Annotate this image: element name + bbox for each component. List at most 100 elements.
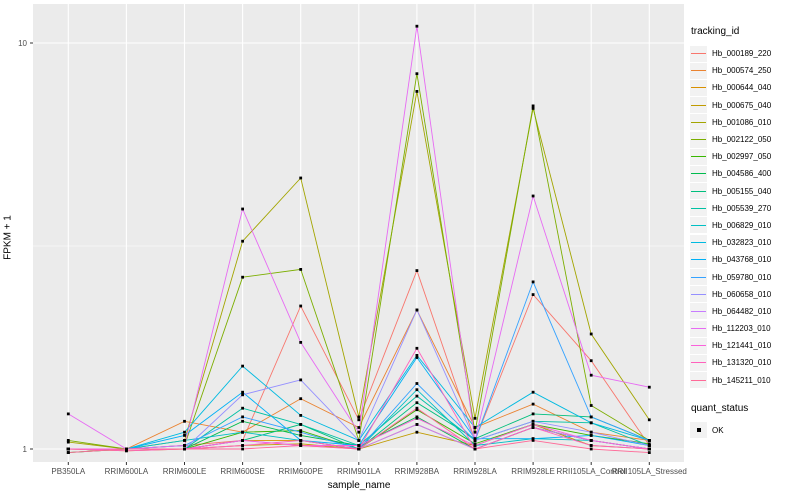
data-point [647,418,651,422]
data-point [299,397,303,401]
data-point [531,293,535,296]
legend-item-Hb_060658_010: Hb_060658_010 [690,286,800,303]
data-point [415,430,419,434]
data-point [183,434,186,437]
data-point [531,107,535,110]
legend-item-ok: OK [690,422,800,439]
data-point [415,308,419,312]
legend-key-line-icon [690,269,707,286]
data-point [589,421,593,425]
legend-key-line-icon [690,251,707,268]
data-point [241,415,244,419]
data-point [241,390,244,394]
data-point [357,439,361,442]
data-point [299,378,303,382]
data-point [299,423,303,426]
data-point [183,447,186,451]
data-point [357,418,361,422]
legend-title-tracking-id: tracking_id [691,26,740,37]
legend-item-Hb_059780_010: Hb_059780_010 [690,268,800,286]
data-point [415,24,419,28]
x-tick-label-RRIM901LA: RRIM901LA [337,467,381,476]
data-point [241,439,244,442]
legend-key-line-icon [690,320,707,337]
data-point [473,430,477,434]
legend-item-Hb_043768_010: Hb_043768_010 [690,251,800,268]
x-axis-title: sample_name [327,480,391,491]
legend-key-line-icon [690,114,707,131]
legend-item-label: Hb_005539_270 [712,203,772,213]
data-point [531,423,535,426]
data-point [66,447,70,451]
data-point [589,444,593,447]
legend-item-label: Hb_112203_010 [712,324,771,334]
data-point [183,444,186,447]
data-point [357,415,361,419]
data-point [647,444,651,447]
data-point [473,442,477,446]
data-point [183,419,186,423]
data-point [647,385,651,389]
legend-key-line-icon [690,200,707,217]
data-point [473,439,477,442]
legend-item-Hb_032823_010: Hb_032823_010 [690,234,800,251]
y-tick-label: 1 [23,445,28,454]
data-point [473,426,477,429]
data-point [415,354,419,357]
legend-item-label: Hb_006829_010 [712,220,772,230]
legend: tracking_id Hb_000189_220 Hb_000574_250 Hb… [690,26,800,439]
data-point [299,268,303,271]
legend-item-Hb_112203_010: Hb_112203_010 [690,320,800,337]
legend-key-line-icon [690,45,707,62]
x-tick-label-RRIM928LE: RRIM928LE [511,467,555,476]
data-point [241,207,244,211]
legend-item-label: Hb_060658_010 [712,289,772,299]
legend-item-Hb_000644_040: Hb_000644_040 [690,79,800,96]
data-point [589,404,593,407]
data-point [589,415,593,419]
legend-item-Hb_131320_010: Hb_131320_010 [690,354,800,371]
x-tick-label-RRIM928BA: RRIM928BA [395,467,440,476]
legend-item-Hb_002997_050: Hb_002997_050 [690,148,800,165]
data-point [589,359,593,363]
x-tick-label-RRIM600LA: RRIM600LA [105,467,149,476]
legend-item-label: Hb_032823_010 [712,238,772,248]
data-point [531,412,535,416]
legend-item-label: Hb_002997_050 [712,152,772,162]
legend-item-Hb_121441_010: Hb_121441_010 [690,337,800,354]
data-point [647,442,651,446]
x-tick-label-RRIM600SE: RRIM600SE [220,467,264,476]
legend-item-Hb_000675_040: Hb_000675_040 [690,97,800,114]
legend-title-quant-status: quant_status [691,402,749,414]
legend-key-line-icon [690,217,707,234]
data-point [415,423,419,426]
legend-item-label: OK [712,425,724,435]
data-point [357,444,361,447]
legend-key-line-icon [690,148,707,165]
data-point [415,269,419,272]
legend-item-Hb_006829_010: Hb_006829_010 [690,217,800,234]
data-point [589,447,593,451]
data-point [415,416,419,420]
data-point [531,194,535,198]
legend-key-line-icon [690,165,707,182]
legend-item-Hb_145211_010: Hb_145211_010 [690,372,800,389]
data-point [241,419,244,423]
data-point [299,304,303,308]
legend-item-label: Hb_145211_010 [712,375,771,385]
legend-item-Hb_004586_400: Hb_004586_400 [690,165,800,182]
legend-item-label: Hb_121441_010 [712,341,772,351]
data-point [415,382,419,385]
data-point [241,364,244,368]
legend-key-line-icon [690,354,707,371]
legend-key-line-icon [690,286,707,303]
data-point [531,390,535,394]
data-point [299,414,303,417]
data-point [589,332,593,336]
data-point [357,426,361,429]
legend-quant-status-block: quant_status OK [690,403,800,439]
legend-key-line-icon [690,62,707,79]
legend-item-label: Hb_059780_010 [712,272,772,282]
data-point [589,434,593,437]
